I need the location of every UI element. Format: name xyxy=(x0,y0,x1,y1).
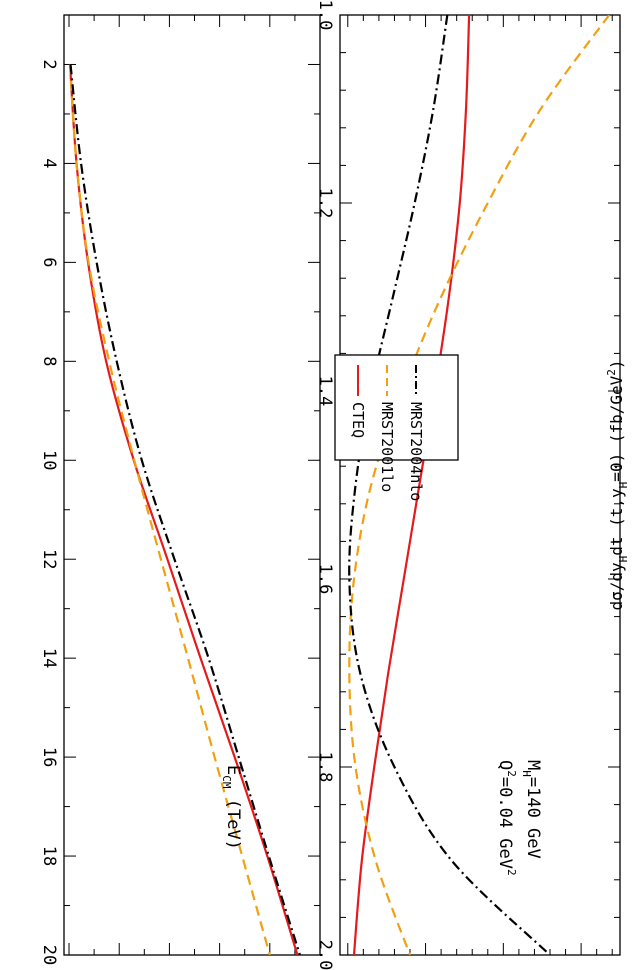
legend-label-mrst2004nlo: MRST2004nlo xyxy=(407,402,425,501)
y-axis-label: dσ/dyHdt (t,yH=0) (fb/GeV2) xyxy=(605,359,630,610)
legend-label-cteq: CTEQ xyxy=(349,402,367,438)
x-tick-label: 14 xyxy=(39,648,59,668)
annotation-q2: Q2=0.04 GeV2 xyxy=(495,760,518,876)
annotation: MH=140 GeV Q2=0.04 GeV2 xyxy=(495,760,543,876)
series-line-mrst2004nlo xyxy=(348,15,551,955)
series-line-cteq xyxy=(352,15,471,955)
x-tick-label: 18 xyxy=(39,846,59,866)
series-line-mrst2001lo xyxy=(348,15,611,955)
x-tick-label: 1.2 xyxy=(315,188,335,219)
x-tick-label: 10 xyxy=(39,450,59,470)
series-line-mrst2004nlo xyxy=(69,64,301,955)
x-tick-label: 8 xyxy=(39,356,59,366)
x-tick-label: 1.6 xyxy=(315,564,335,595)
legend-box xyxy=(334,354,459,461)
series-line-cteq xyxy=(68,64,299,955)
x-tick-label: 1.4 xyxy=(315,376,335,407)
x-tick-label: 16 xyxy=(39,747,59,767)
bottom-xlabel: ECM (TeV) xyxy=(220,765,243,850)
x-tick-label: 1.8 xyxy=(315,752,335,783)
top-panel: 1.01.21.41.61.82.00.00.51.01.5 xyxy=(315,0,621,970)
plot-frame xyxy=(63,14,321,956)
x-tick-label: 12 xyxy=(39,549,59,569)
legend-label-mrst2001lo: MRST2001lo xyxy=(378,402,396,492)
legend: CTEQ MRST2001lo MRST2004nlo xyxy=(334,354,459,501)
annotation-mass: MH=140 GeV xyxy=(520,760,543,859)
x-tick-label: 20 xyxy=(39,945,59,965)
series-line-mrst2001lo xyxy=(68,64,271,955)
bottom-panel: 24681012141618200100200300400500 xyxy=(39,14,321,965)
plot-frame xyxy=(339,14,621,956)
x-tick-label: 4 xyxy=(39,158,59,168)
x-tick-label: 2 xyxy=(39,59,59,69)
x-tick-label: 6 xyxy=(39,257,59,267)
